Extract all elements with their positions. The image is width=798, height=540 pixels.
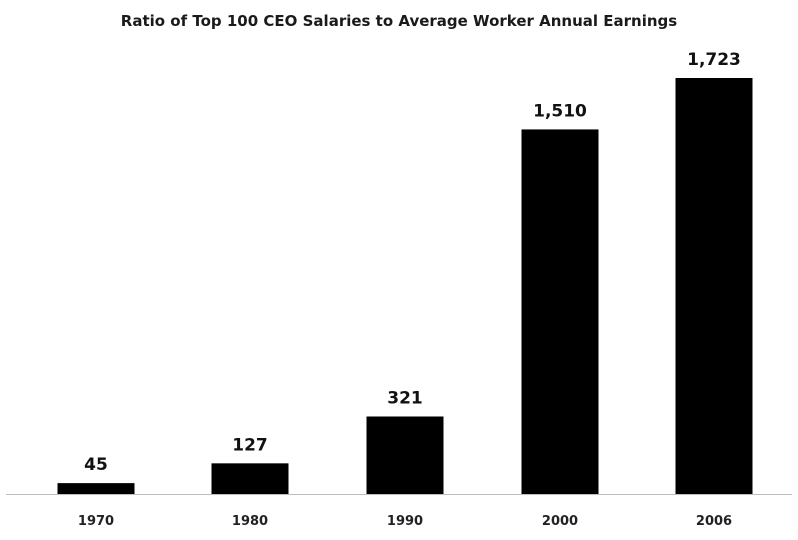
bar-1970 xyxy=(57,483,135,494)
x-tick-label-1990: 1990 xyxy=(387,514,423,529)
bar-1980 xyxy=(211,463,289,494)
bar-value-label-2000: 1,510 xyxy=(533,101,587,121)
x-tick-label-2000: 2000 xyxy=(542,514,578,529)
bar-value-label-1970: 45 xyxy=(84,455,108,475)
bar-2006 xyxy=(675,78,753,494)
bar-labels-layer: 45 127 321 1,510 1,723 xyxy=(84,50,741,475)
x-axis-ticks: 1970 1980 1990 2000 2006 xyxy=(78,514,732,529)
x-tick-label-1970: 1970 xyxy=(78,514,114,529)
bar-1990 xyxy=(366,416,444,494)
chart-title: Ratio of Top 100 CEO Salaries to Average… xyxy=(120,12,678,30)
bar-value-label-1990: 321 xyxy=(387,388,423,408)
x-tick-label-1980: 1980 xyxy=(232,514,268,529)
bar-2000 xyxy=(521,129,599,494)
bar-value-label-2006: 1,723 xyxy=(687,50,741,70)
bar-value-label-1980: 127 xyxy=(232,435,268,455)
x-tick-label-2006: 2006 xyxy=(696,514,732,529)
bars-layer xyxy=(57,78,753,494)
